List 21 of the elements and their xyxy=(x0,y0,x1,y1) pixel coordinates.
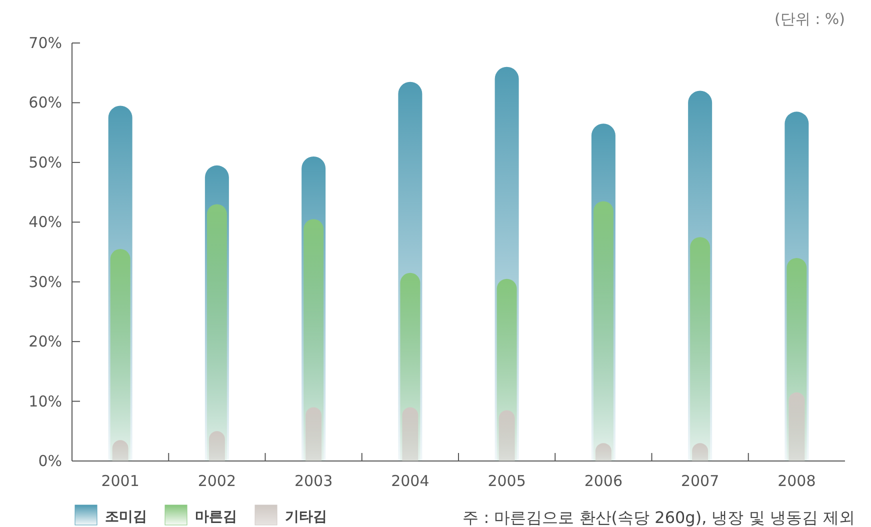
text: (단위 : %) xyxy=(774,10,845,28)
x-tick-label: 2001 xyxy=(101,472,140,490)
y-tick-label: 50% xyxy=(28,153,62,172)
text: 주 : 마른김으로 환산(속당 260g), 냉장 및 냉동김 제외 xyxy=(462,508,855,527)
x-tick-label: 2003 xyxy=(294,472,333,490)
legend-label: 기타김 xyxy=(285,509,327,525)
legend-label: 조미김 xyxy=(105,509,147,525)
x-tick-label: 2004 xyxy=(391,472,430,490)
y-tick-label: 70% xyxy=(28,34,62,52)
y-tick-label: 60% xyxy=(28,94,62,112)
x-tick-label: 2006 xyxy=(584,472,623,490)
x-tick-label: 2005 xyxy=(488,472,526,490)
y-tick-label: 20% xyxy=(28,332,62,351)
y-tick-label: 30% xyxy=(28,272,62,291)
x-tick-label: 2007 xyxy=(680,472,720,490)
y-tick-label: 10% xyxy=(28,392,62,410)
y-tick-label: 0% xyxy=(38,452,62,470)
legend-label: 마른김 xyxy=(195,509,237,525)
x-tick-label: 2002 xyxy=(198,472,236,490)
y-tick-label: 40% xyxy=(28,213,62,232)
x-tick-label: 2008 xyxy=(778,472,816,490)
